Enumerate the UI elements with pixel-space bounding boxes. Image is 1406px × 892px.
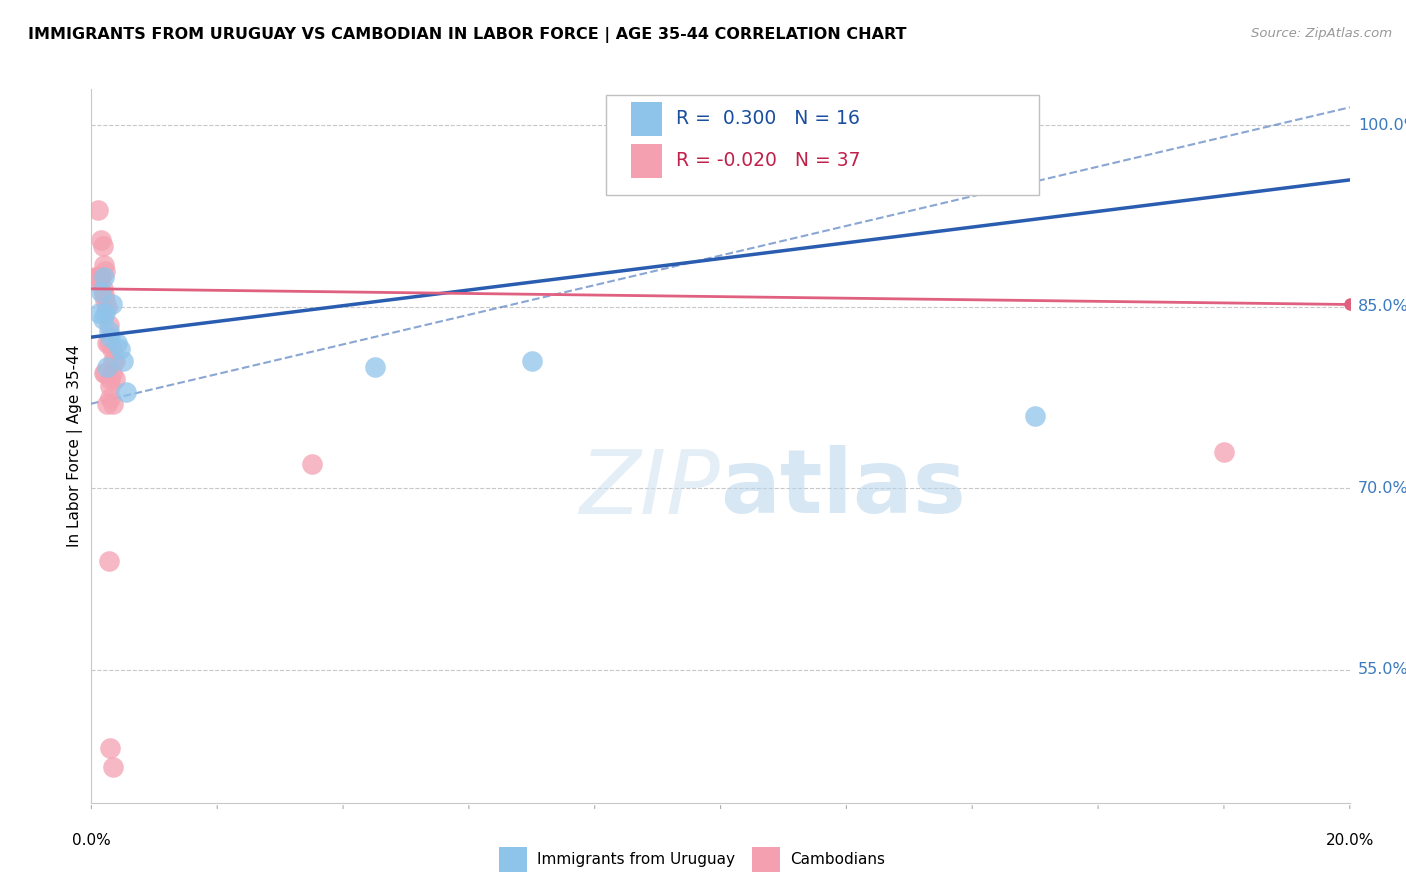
Point: [94, 367, 117, 381]
Point: [98, 391, 121, 405]
Point: [98, 741, 121, 756]
Point: [93, 288, 115, 302]
Point: [98, 378, 121, 392]
Point: [86, 203, 108, 218]
Point: [98, 324, 121, 338]
Point: [1024, 409, 1046, 423]
Point: [89, 269, 111, 284]
Point: [104, 372, 127, 386]
Point: [1212, 445, 1236, 459]
Text: 55.0%: 55.0%: [1358, 662, 1406, 677]
Point: [105, 336, 128, 351]
Text: R = -0.020   N = 37: R = -0.020 N = 37: [676, 152, 860, 170]
Point: [87, 269, 110, 284]
Text: atlas: atlas: [720, 445, 966, 533]
Point: [103, 354, 125, 368]
Point: [363, 360, 385, 375]
Text: 85.0%: 85.0%: [1358, 300, 1406, 314]
Point: [96, 336, 118, 351]
Point: [93, 258, 115, 272]
Point: [520, 354, 543, 368]
Text: 100.0%: 100.0%: [1358, 118, 1406, 133]
Point: [100, 297, 122, 311]
Point: [111, 354, 134, 368]
Text: Cambodians: Cambodians: [790, 853, 886, 867]
Text: IMMIGRANTS FROM URUGUAY VS CAMBODIAN IN LABOR FORCE | AGE 35-44 CORRELATION CHAR: IMMIGRANTS FROM URUGUAY VS CAMBODIAN IN …: [28, 27, 907, 43]
Text: Source: ZipAtlas.com: Source: ZipAtlas.com: [1251, 27, 1392, 40]
Point: [96, 300, 118, 314]
Point: [98, 554, 121, 568]
Point: [93, 269, 115, 284]
Point: [98, 372, 121, 386]
Point: [84, 269, 107, 284]
Point: [93, 367, 115, 381]
Point: [91, 312, 114, 326]
Text: 20.0%: 20.0%: [1326, 833, 1374, 848]
Point: [98, 318, 121, 332]
Point: [90, 269, 112, 284]
Point: [87, 306, 110, 320]
Text: Immigrants from Uruguay: Immigrants from Uruguay: [537, 853, 735, 867]
Point: [86, 269, 108, 284]
Point: [108, 343, 131, 357]
Text: 70.0%: 70.0%: [1358, 481, 1406, 496]
Text: 0.0%: 0.0%: [72, 833, 111, 848]
Point: [103, 397, 125, 411]
Point: [94, 263, 117, 277]
Point: [301, 457, 323, 471]
Point: [98, 336, 121, 351]
Point: [96, 397, 118, 411]
Point: [87, 269, 110, 284]
Point: [86, 269, 108, 284]
Point: [90, 285, 112, 300]
Point: [91, 282, 114, 296]
Text: ZIP: ZIP: [579, 446, 720, 532]
Point: [89, 269, 111, 284]
Point: [94, 293, 117, 308]
Point: [104, 354, 127, 368]
Point: [100, 367, 122, 381]
Point: [94, 306, 117, 320]
Point: [100, 343, 122, 357]
Point: [90, 233, 112, 247]
Point: [115, 384, 138, 399]
Point: [91, 239, 114, 253]
Point: [103, 759, 125, 773]
Point: [98, 330, 121, 344]
Point: [96, 360, 118, 375]
Text: R =  0.300   N = 16: R = 0.300 N = 16: [676, 109, 860, 128]
Y-axis label: In Labor Force | Age 35-44: In Labor Force | Age 35-44: [67, 345, 83, 547]
